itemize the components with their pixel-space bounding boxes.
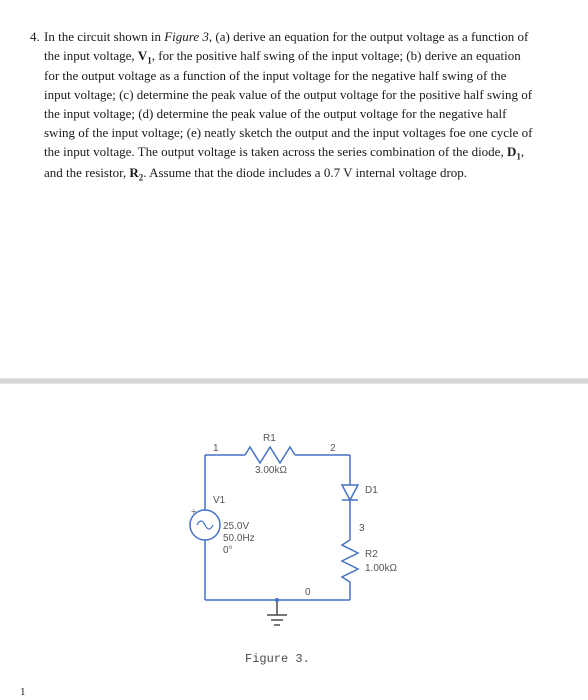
q-text: input voltage; (c) determine the peak va… — [44, 87, 532, 102]
page-number: 1 — [20, 686, 26, 698]
q-text: , for the positive half swing of the inp… — [152, 48, 521, 63]
v1-phase: 0° — [223, 545, 233, 556]
var-d1: D — [507, 144, 516, 159]
node2: 2 — [330, 443, 336, 454]
v1-freq: 50.0Hz — [223, 533, 255, 544]
q-text: for the output voltage as a function of … — [44, 68, 506, 83]
q-text: . Assume that the diode includes a 0.7 V… — [143, 165, 467, 180]
circuit-diagram: + R1 3.00kΩ 1 2 D1 3 R2 1.00kΩ 0 V1 25.0… — [165, 425, 435, 665]
node3: 3 — [359, 523, 365, 534]
r1-label: R1 — [263, 433, 276, 444]
d1-label: D1 — [365, 485, 378, 496]
r2-label: R2 — [365, 549, 378, 560]
var-v1: V — [138, 48, 147, 63]
q-text: , — [521, 144, 524, 159]
question-block: 4. In the circuit shown in Figure 3, (a)… — [0, 0, 588, 184]
figure-ref: Figure 3 — [164, 29, 209, 44]
v1-amp: 25.0V — [223, 521, 249, 532]
question-number: 4. — [30, 28, 40, 47]
figure-caption: Figure 3. — [245, 652, 310, 666]
var-r2: R — [129, 165, 138, 180]
q-text: , (a) derive an equation for the output … — [209, 29, 528, 44]
r2-value: 1.00kΩ — [365, 563, 397, 574]
node1: 1 — [213, 443, 219, 454]
q-text: In the circuit shown in — [44, 29, 164, 44]
r1-value: 3.00kΩ — [255, 465, 287, 476]
svg-text:+: + — [191, 507, 197, 518]
q-text: the input voltage; (d) determine the pea… — [44, 106, 506, 121]
v1-label: V1 — [213, 495, 225, 506]
circuit-svg: + — [165, 425, 435, 665]
q-text: the input voltage. The output voltage is… — [44, 144, 507, 159]
q-text: and the resistor, — [44, 165, 129, 180]
page-divider — [0, 378, 588, 384]
node0: 0 — [305, 587, 311, 598]
q-text: swing of the input voltage; (e) neatly s… — [44, 125, 532, 140]
q-text: the input voltage, — [44, 48, 138, 63]
